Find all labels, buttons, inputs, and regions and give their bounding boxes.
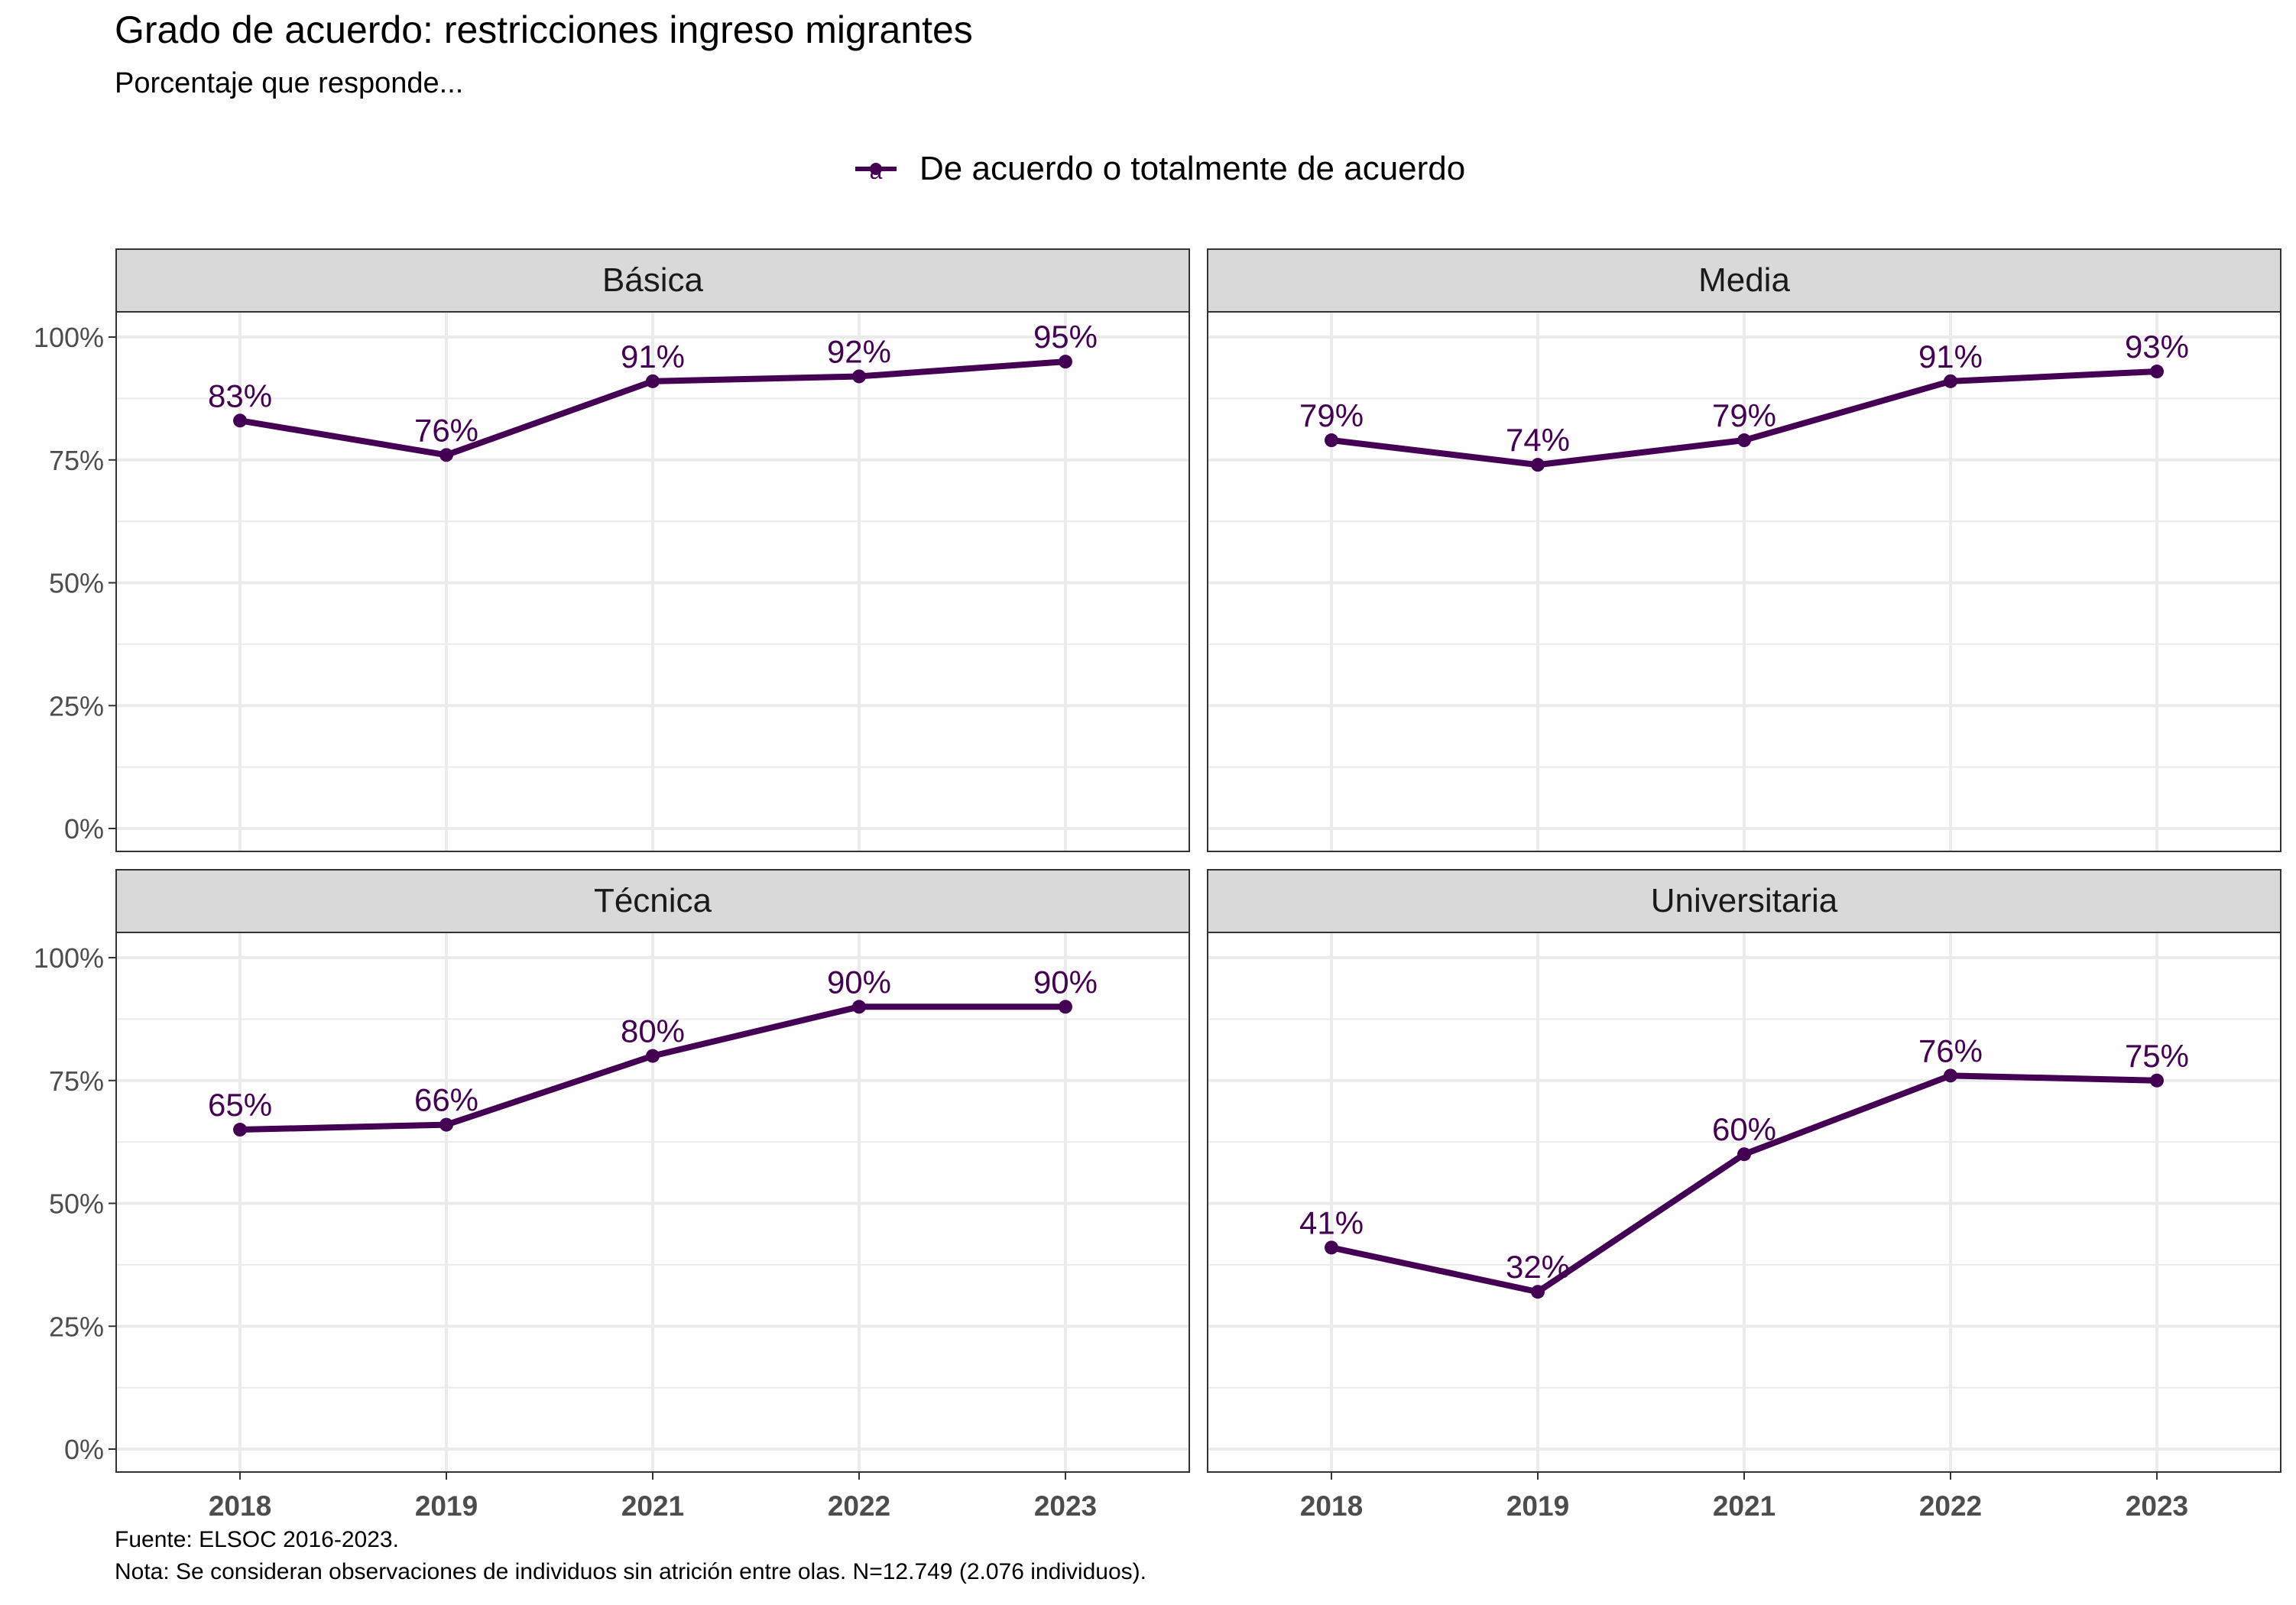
data-point (1943, 1068, 1957, 1083)
facet-strip-label: Universitaria (1651, 882, 1838, 919)
legend-line-icon: a (855, 159, 897, 184)
legend: a De acuerdo o totalmente de acuerdo (852, 144, 1465, 194)
facet-strip-tecnica (115, 869, 1190, 933)
data-label: 91% (621, 339, 685, 374)
data-point (1737, 1147, 1751, 1162)
data-label: 60% (1712, 1111, 1776, 1147)
data-label: 76% (1918, 1033, 1983, 1068)
x-tick-label: 2019 (415, 1490, 478, 1522)
data-label: 76% (414, 412, 478, 448)
data-label: 75% (2125, 1038, 2189, 1074)
data-label: 83% (208, 378, 272, 413)
x-tick-label: 2021 (621, 1490, 684, 1522)
data-point (646, 374, 660, 388)
data-label: 79% (1712, 397, 1776, 433)
data-point (1737, 433, 1751, 448)
facet-strip-basica (115, 248, 1190, 313)
y-tick-label: 0% (64, 813, 104, 845)
facet-strip-label: Básica (602, 261, 704, 299)
data-point (1325, 1240, 1339, 1255)
data-label: 90% (1033, 964, 1098, 1000)
data-label: 79% (1299, 397, 1364, 433)
y-tick-label: 0% (64, 1434, 104, 1465)
legend-label: De acuerdo o totalmente de acuerdo (919, 150, 1466, 187)
facet-strip-label: Media (1698, 261, 1790, 299)
legend-key-glyph: a (870, 159, 883, 184)
data-point (1058, 355, 1072, 369)
chart-subtitle: Porcentaje que responde... (115, 67, 464, 99)
data-label: 92% (827, 333, 891, 369)
y-tick-label: 100% (34, 942, 104, 974)
x-tick-label: 2018 (209, 1490, 271, 1522)
data-label: 90% (827, 964, 891, 1000)
data-label: 74% (1506, 422, 1570, 458)
data-point (851, 369, 866, 384)
data-label: 80% (621, 1013, 685, 1049)
data-point (233, 413, 248, 428)
data-point (1531, 1285, 1545, 1299)
data-label: 95% (1033, 319, 1098, 355)
y-tick-label: 50% (49, 1188, 104, 1220)
y-tick-label: 25% (49, 690, 104, 721)
data-point (233, 1123, 248, 1137)
data-point (439, 1117, 454, 1132)
facet-strip-label: Técnica (594, 882, 712, 919)
y-tick-label: 75% (49, 445, 104, 476)
data-label: 66% (414, 1082, 478, 1118)
data-label: 65% (208, 1087, 272, 1123)
y-tick-label: 75% (49, 1065, 104, 1097)
x-tick-label: 2018 (1300, 1490, 1363, 1522)
note-caption: Nota: Se consideran observaciones de ind… (115, 1559, 1146, 1584)
data-point (1531, 458, 1545, 472)
data-point (851, 1000, 866, 1014)
data-label: 91% (1918, 339, 1983, 374)
y-tick-label: 50% (49, 568, 104, 599)
x-tick-label: 2019 (1506, 1490, 1569, 1522)
chart-title: Grado de acuerdo: restricciones ingreso … (115, 8, 973, 51)
y-tick-label: 100% (34, 322, 104, 353)
data-point (646, 1049, 660, 1063)
source-caption: Fuente: ELSOC 2016-2023. (115, 1527, 399, 1552)
data-point (2149, 365, 2164, 379)
x-tick-label: 2023 (1034, 1490, 1097, 1522)
data-label: 41% (1299, 1205, 1364, 1240)
facet-strip-media (1207, 248, 2281, 313)
y-tick-label: 25% (49, 1311, 104, 1342)
data-point (1058, 1000, 1072, 1014)
data-label: 32% (1506, 1249, 1570, 1285)
x-tick-label: 2021 (1713, 1490, 1776, 1522)
data-label: 93% (2125, 329, 2189, 365)
x-tick-label: 2023 (2126, 1490, 2188, 1522)
facet-strip-universitaria (1207, 869, 2281, 933)
data-point (439, 448, 454, 462)
x-tick-label: 2022 (828, 1490, 890, 1522)
data-point (1943, 374, 1957, 388)
x-tick-label: 2022 (1919, 1490, 1982, 1522)
data-point (1325, 433, 1339, 448)
data-point (2149, 1073, 2164, 1088)
